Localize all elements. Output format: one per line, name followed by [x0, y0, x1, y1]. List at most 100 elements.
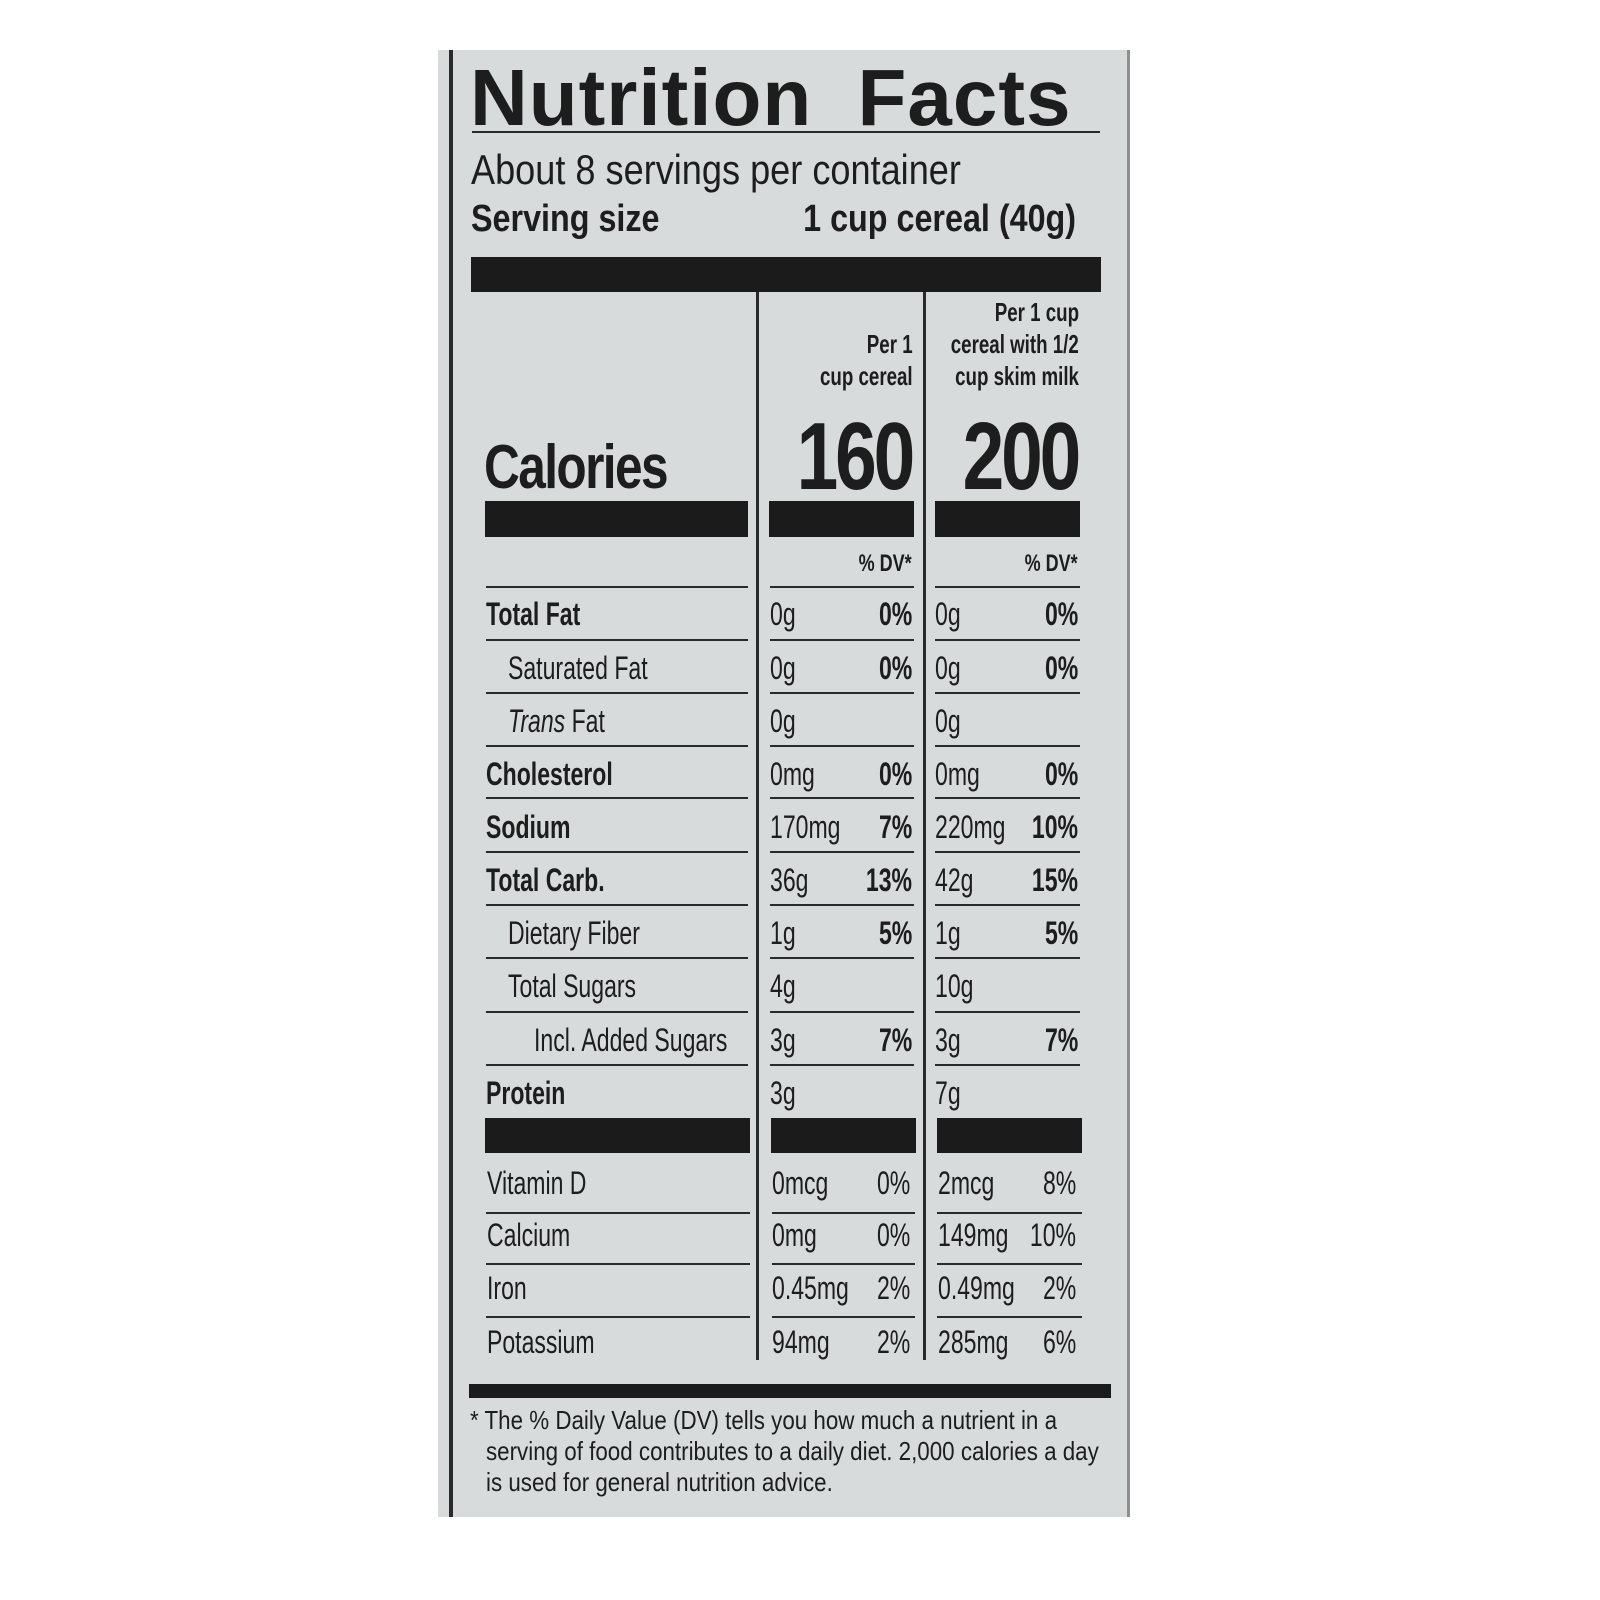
- nutrient-c1-dv: 0%: [866, 650, 912, 686]
- nutrient-c1-amt: 3g: [770, 1022, 806, 1058]
- vitamin-c1-amt: 94mg: [772, 1324, 852, 1360]
- nutrient-c1-dv: 5%: [866, 915, 912, 951]
- name-text: Sodium: [486, 809, 571, 845]
- cell-text: 13%: [865, 862, 912, 898]
- row-divider-col2: [935, 639, 1080, 641]
- serving-size-value: 1 cup cereal (40g): [803, 198, 1076, 240]
- row-divider-col1: [770, 904, 914, 906]
- nutrient-c1-amt: 170mg: [770, 809, 868, 845]
- vitamin-c1-amt: 0.45mg: [772, 1270, 879, 1306]
- label-title: Nutrition Facts: [470, 53, 1072, 142]
- column-divider-1: [756, 292, 759, 1360]
- vitamin-name: Iron: [487, 1270, 542, 1306]
- name-text: Fat: [565, 703, 605, 739]
- cell-text: 3g: [770, 1075, 796, 1111]
- row-divider-col2: [935, 957, 1080, 959]
- thick-divider-vitamins-col1: [771, 1118, 916, 1153]
- nutrient-c2-amt: 3g: [935, 1022, 971, 1058]
- row-divider-col1: [770, 586, 914, 588]
- vitamin-divider-label: [486, 1212, 750, 1214]
- nutrient-c1-dv: 0%: [866, 756, 912, 792]
- cell-text: 149mg: [938, 1217, 1009, 1253]
- nutrient-name: Cholesterol: [486, 756, 662, 792]
- cell-text: 2%: [1042, 1270, 1076, 1306]
- nutrient-c2-amt: 42g: [935, 862, 988, 898]
- nutrition-label-panel: [438, 50, 1130, 1517]
- nutrient-c2-dv: 0%: [1032, 756, 1078, 792]
- title-divider: [472, 131, 1100, 133]
- nutrient-name-text: Total Fat: [486, 596, 580, 632]
- nutrient-c1-amt: 1g: [770, 915, 806, 951]
- cell-text: 36g: [770, 862, 809, 898]
- row-divider-col2: [935, 745, 1080, 747]
- vitamin-divider-col1: [772, 1212, 915, 1214]
- row-divider-label: [486, 904, 748, 906]
- column-1-header: Per 1 cup cereal: [820, 329, 913, 391]
- vitamin-c1-dv: 2%: [864, 1324, 910, 1360]
- row-divider-col2: [935, 1011, 1080, 1013]
- cell-text: 0g: [935, 650, 961, 686]
- name-text: Saturated Fat: [508, 650, 648, 686]
- cell-text: 7%: [1044, 1022, 1078, 1058]
- calories-bar-label: [485, 501, 748, 537]
- row-divider-col1: [770, 957, 914, 959]
- cell-text: 2%: [876, 1324, 910, 1360]
- vitamin-divider-label: [486, 1263, 750, 1265]
- cell-text: 0%: [878, 650, 912, 686]
- nutrient-name: Total Carb.: [486, 862, 651, 898]
- vitamin-c1-dv: 0%: [864, 1165, 910, 1201]
- row-divider-col1: [770, 745, 914, 747]
- nutrient-name-text: Total Carb.: [486, 862, 605, 898]
- nutrient-c1-amt: 0g: [770, 703, 806, 739]
- cell-text: Vitamin D: [487, 1165, 587, 1201]
- row-divider-label: [486, 586, 748, 588]
- nutrient-c2-dv: 7%: [1032, 1022, 1078, 1058]
- nutrient-c2-amt: 0g: [935, 650, 971, 686]
- row-divider-label: [486, 957, 748, 959]
- calories-value-col2: 200: [962, 403, 1081, 510]
- cell-text: 0g: [935, 703, 961, 739]
- vitamin-c2-amt: 285mg: [938, 1324, 1036, 1360]
- cell-text: 0%: [876, 1217, 910, 1253]
- calories-bar-col1: [769, 501, 914, 537]
- row-divider-col1: [770, 639, 914, 641]
- cell-text: 0%: [878, 756, 912, 792]
- nutrient-c1-dv: 0%: [866, 596, 912, 632]
- row-divider-col2: [935, 797, 1080, 799]
- nutrient-c2-amt: 0g: [935, 703, 971, 739]
- vitamin-divider-col1: [772, 1316, 915, 1318]
- vitamin-name: Vitamin D: [487, 1165, 625, 1201]
- cell-text: 2mcg: [938, 1165, 995, 1201]
- cell-text: 5%: [1044, 915, 1078, 951]
- column-2-header: Per 1 cup cereal with 1/2 cup skim milk: [951, 297, 1079, 391]
- cell-text: 0g: [935, 596, 961, 632]
- cell-text: 0%: [878, 596, 912, 632]
- cell-text: 10g: [935, 968, 974, 1004]
- nutrient-c1-amt: 0g: [770, 596, 806, 632]
- cell-text: 1g: [935, 915, 961, 951]
- cell-text: 8%: [1042, 1165, 1076, 1201]
- label-left-edge: [449, 50, 453, 1517]
- nutrient-c1-dv: 13%: [848, 862, 912, 898]
- row-divider-label: [486, 745, 748, 747]
- cell-text: 2%: [876, 1270, 910, 1306]
- vitamin-c1-amt: 0mg: [772, 1217, 834, 1253]
- nutrient-name: Sodium: [486, 809, 603, 845]
- cell-text: 0mg: [935, 756, 980, 792]
- nutrient-name-text: Total Sugars: [508, 968, 636, 1004]
- nutrient-name-text: Dietary Fiber: [508, 915, 640, 951]
- row-divider-label: [486, 1064, 748, 1066]
- cell-text: 220mg: [935, 809, 1006, 845]
- thick-divider-vitamins-col2: [937, 1118, 1082, 1153]
- row-divider-label: [486, 692, 748, 694]
- vitamin-divider-col2: [937, 1263, 1082, 1265]
- cell-text: 10%: [1031, 809, 1078, 845]
- cell-text: 6%: [1042, 1324, 1076, 1360]
- vitamin-divider-col2: [937, 1212, 1082, 1214]
- row-divider-col2: [935, 904, 1080, 906]
- row-divider-col1: [770, 1064, 914, 1066]
- vitamin-name: Calcium: [487, 1217, 603, 1253]
- cell-text: Potassium: [487, 1324, 595, 1360]
- nutrient-c1-amt: 0mg: [770, 756, 832, 792]
- calories-label: Calories: [484, 433, 669, 502]
